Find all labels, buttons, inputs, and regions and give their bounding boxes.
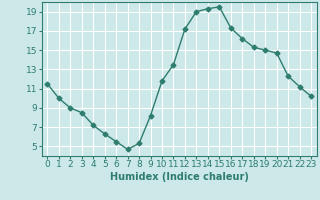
X-axis label: Humidex (Indice chaleur): Humidex (Indice chaleur) <box>110 172 249 182</box>
